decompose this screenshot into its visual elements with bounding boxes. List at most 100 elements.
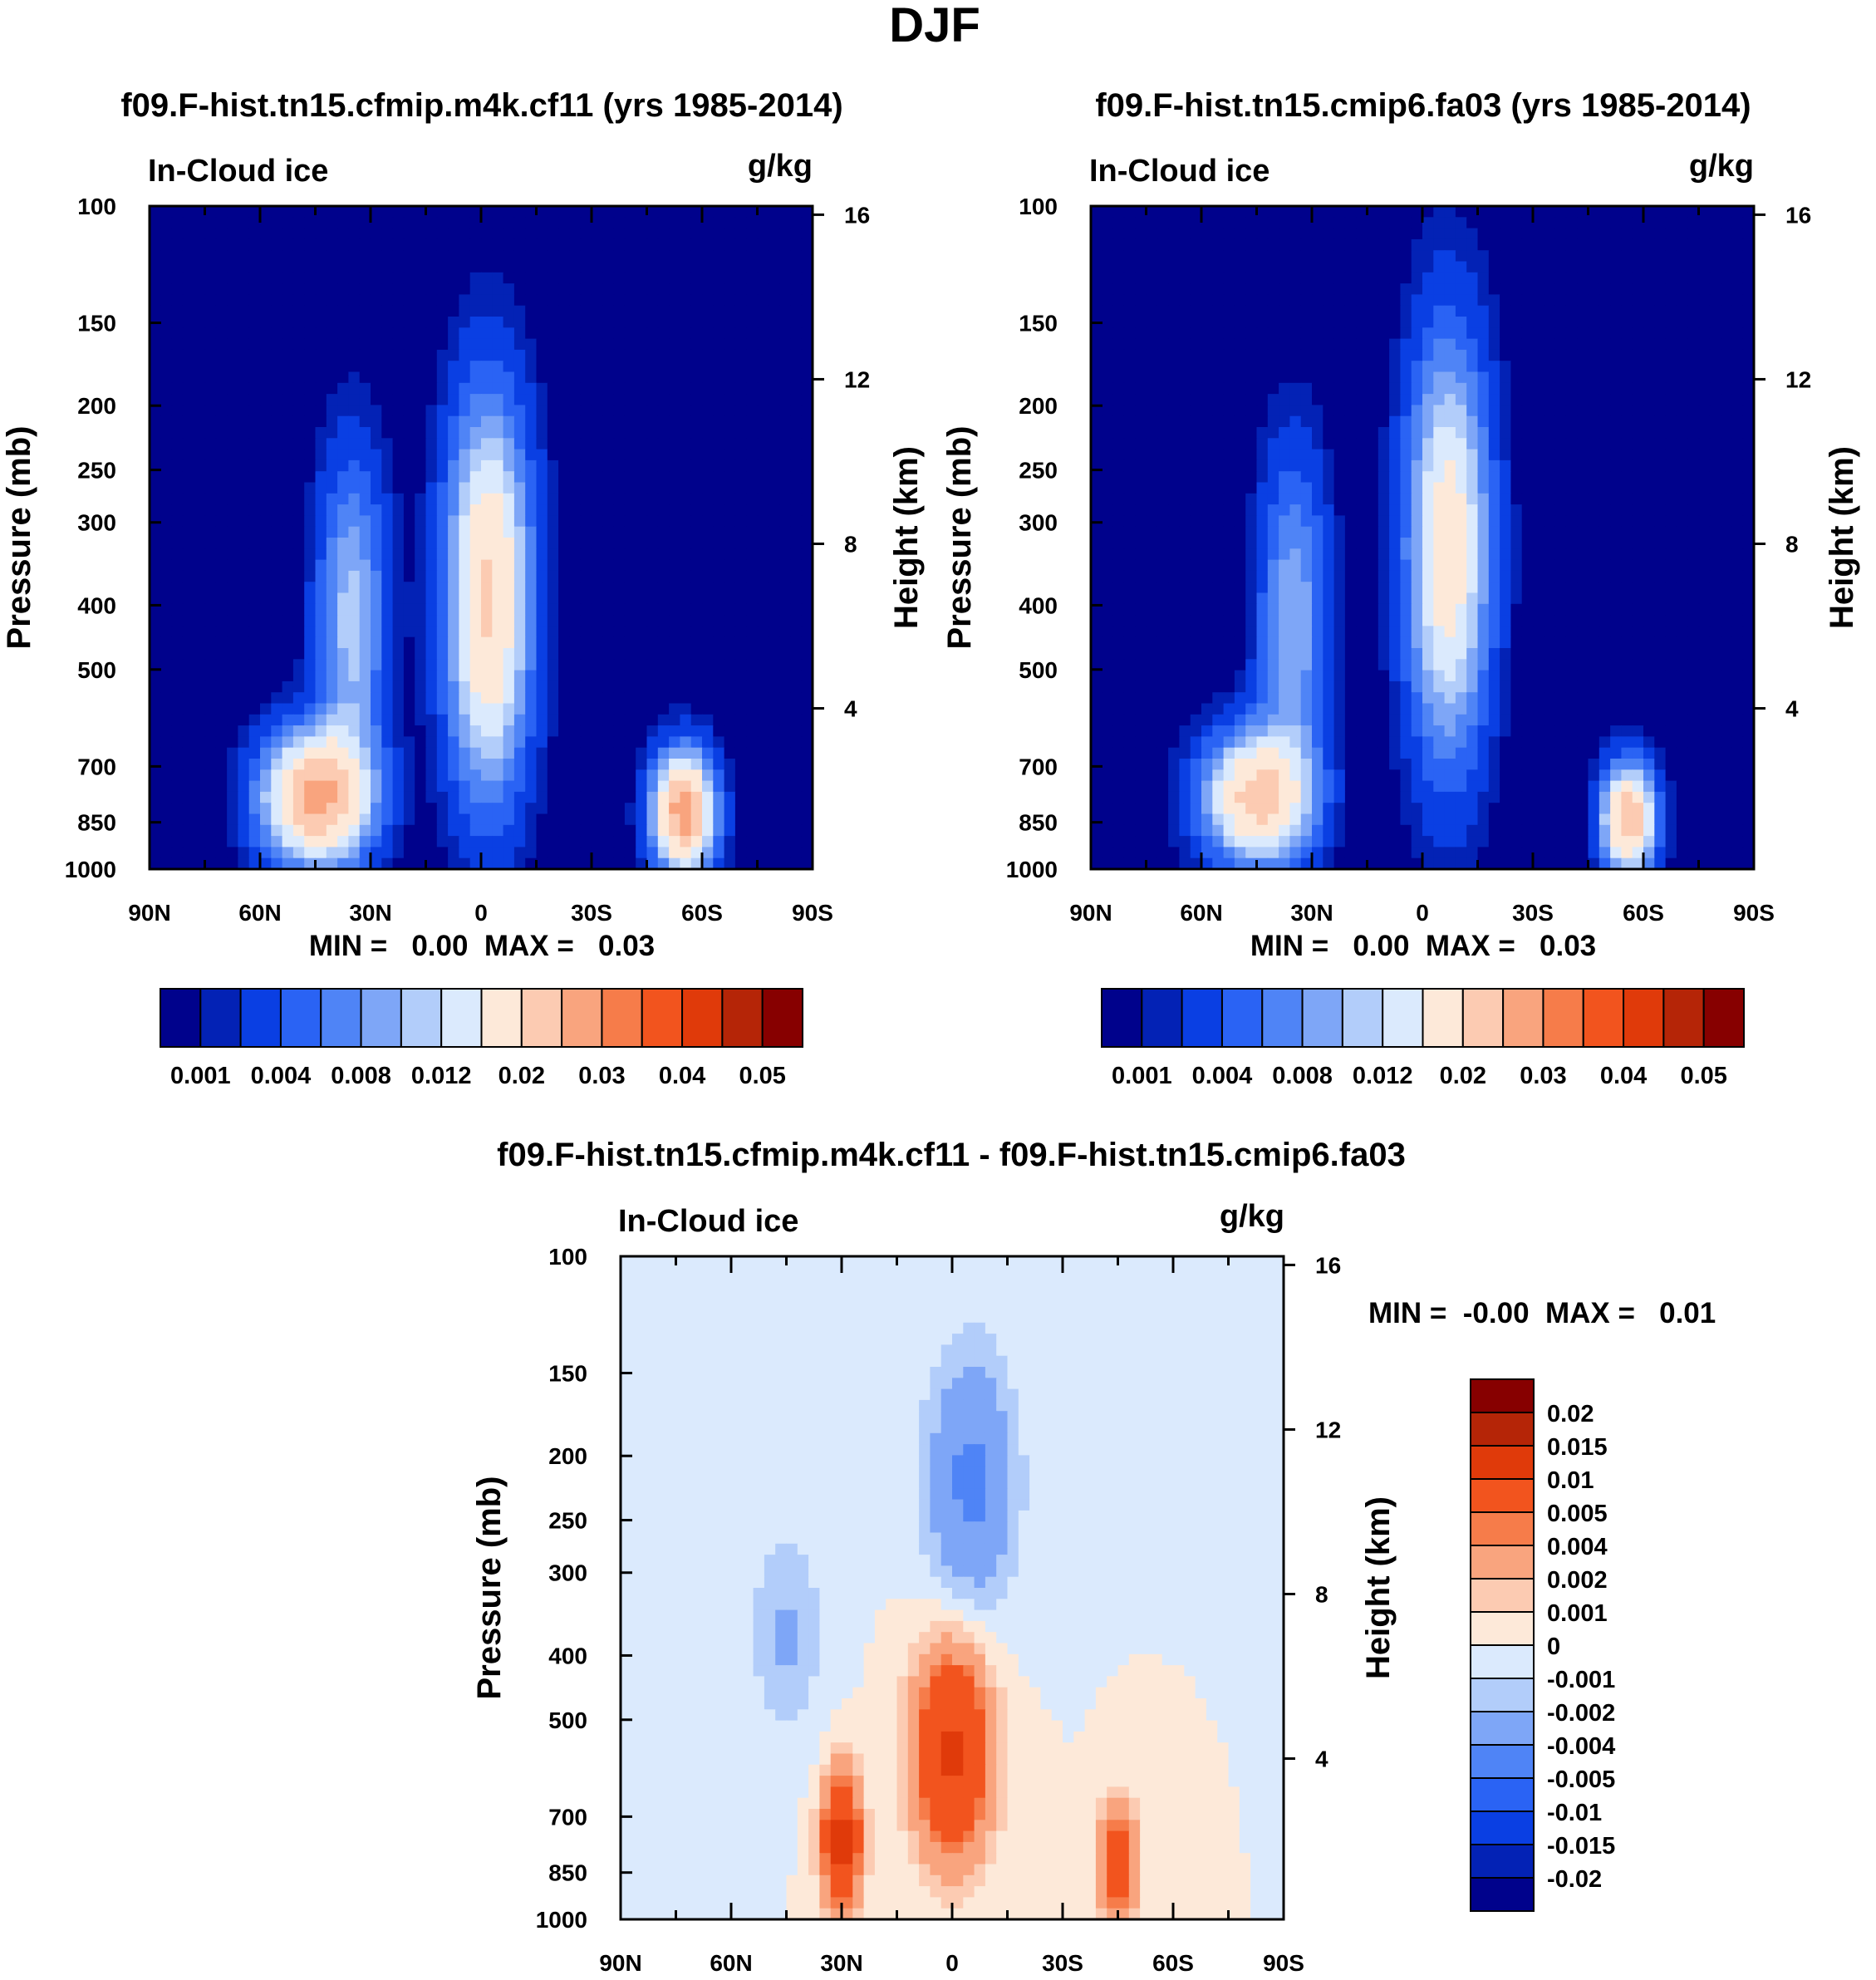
contour-cell bbox=[171, 415, 184, 428]
contour-cell bbox=[469, 206, 482, 218]
contour-cell bbox=[547, 394, 559, 405]
contour-cell bbox=[215, 736, 228, 749]
contour-cell bbox=[1179, 415, 1191, 428]
contour-cell bbox=[436, 659, 449, 671]
contour-cell bbox=[1533, 361, 1545, 373]
contour-cell bbox=[469, 294, 482, 307]
contour-cell bbox=[1500, 206, 1511, 218]
contour-cell bbox=[801, 305, 813, 317]
contour-cell bbox=[481, 615, 493, 626]
contour-cell bbox=[734, 803, 747, 815]
contour-cell bbox=[1223, 238, 1235, 251]
panel-2-contour-fill bbox=[1091, 206, 1755, 870]
contour-cell bbox=[469, 725, 482, 737]
contour-cell bbox=[315, 261, 327, 273]
contour-cell bbox=[525, 714, 538, 726]
contour-cell bbox=[702, 836, 714, 848]
contour-cell bbox=[326, 780, 338, 793]
contour-cell bbox=[768, 261, 780, 273]
contour-cell bbox=[790, 692, 803, 705]
contour-cell bbox=[1112, 228, 1125, 240]
contour-cell bbox=[1333, 327, 1346, 340]
contour-cell bbox=[1123, 415, 1136, 428]
contour-cell bbox=[459, 648, 471, 660]
contour-cell bbox=[304, 670, 317, 682]
contour-cell bbox=[448, 438, 459, 450]
contour-cell bbox=[1168, 272, 1180, 284]
contour-cell bbox=[448, 648, 459, 660]
contour-cell bbox=[292, 415, 305, 428]
contour-cell bbox=[304, 338, 317, 351]
y-tick-label: 850 bbox=[77, 810, 116, 836]
contour-cell bbox=[1256, 206, 1269, 218]
contour-cell bbox=[1333, 349, 1346, 361]
contour-cell bbox=[1422, 371, 1434, 384]
contour-cell bbox=[492, 582, 504, 594]
contour-cell bbox=[182, 482, 194, 494]
contour-cell bbox=[503, 327, 515, 340]
contour-cell bbox=[602, 504, 615, 516]
contour-cell bbox=[248, 294, 261, 307]
contour-cell bbox=[381, 736, 394, 749]
contour-cell bbox=[1102, 238, 1114, 251]
contour-cell bbox=[636, 615, 648, 626]
contour-cell bbox=[469, 228, 482, 240]
contour-cell bbox=[768, 471, 780, 484]
contour-cell bbox=[801, 615, 813, 626]
contour-cell bbox=[1400, 327, 1412, 340]
contour-cell bbox=[381, 582, 394, 594]
contour-cell bbox=[503, 548, 515, 561]
contour-cell bbox=[304, 459, 317, 472]
contour-cell bbox=[624, 670, 636, 682]
contour-cell bbox=[624, 371, 636, 384]
contour-cell bbox=[337, 217, 349, 229]
contour-cell bbox=[1599, 272, 1611, 284]
contour-cell bbox=[227, 459, 238, 472]
contour-cell bbox=[304, 405, 317, 417]
contour-cell bbox=[392, 217, 405, 229]
contour-cell bbox=[215, 349, 228, 361]
contour-cell bbox=[768, 405, 780, 417]
contour-cell bbox=[292, 349, 305, 361]
contour-cell bbox=[734, 317, 747, 328]
contour-cell bbox=[624, 780, 636, 793]
contour-cell bbox=[448, 317, 459, 328]
contour-cell bbox=[746, 559, 759, 572]
contour-cell bbox=[359, 471, 371, 484]
contour-cell bbox=[194, 780, 206, 793]
contour-cell bbox=[304, 427, 317, 439]
contour-cell bbox=[204, 449, 217, 461]
contour-cell bbox=[304, 725, 317, 737]
contour-cell bbox=[1168, 415, 1180, 428]
contour-cell bbox=[1565, 394, 1578, 405]
contour-cell bbox=[1279, 327, 1290, 340]
contour-cell bbox=[536, 548, 548, 561]
contour-cell bbox=[1400, 427, 1412, 439]
contour-cell bbox=[171, 747, 184, 759]
contour-cell bbox=[304, 857, 317, 870]
contour-cell bbox=[1676, 305, 1688, 317]
contour-cell bbox=[525, 459, 538, 472]
contour-cell bbox=[757, 338, 769, 351]
contour-cell bbox=[1731, 405, 1744, 417]
contour-cell bbox=[481, 759, 493, 770]
contour-cell bbox=[337, 438, 349, 450]
contour-cell bbox=[669, 238, 680, 251]
contour-cell bbox=[436, 338, 449, 351]
contour-cell bbox=[680, 570, 692, 582]
contour-cell bbox=[1102, 317, 1114, 328]
contour-cell bbox=[182, 504, 194, 516]
contour-cell bbox=[448, 670, 459, 682]
contour-cell bbox=[713, 504, 725, 516]
contour-cell bbox=[492, 238, 504, 251]
contour-cell bbox=[1344, 394, 1357, 405]
contour-cell bbox=[326, 459, 338, 472]
panel-1-contour-fill bbox=[150, 206, 813, 870]
contour-cell bbox=[636, 670, 648, 682]
contour-cell bbox=[260, 228, 272, 240]
contour-cell bbox=[646, 659, 659, 671]
contour-cell bbox=[1411, 438, 1423, 450]
contour-cell bbox=[1279, 349, 1290, 361]
contour-cell bbox=[702, 338, 714, 351]
contour-cell bbox=[1565, 238, 1578, 251]
